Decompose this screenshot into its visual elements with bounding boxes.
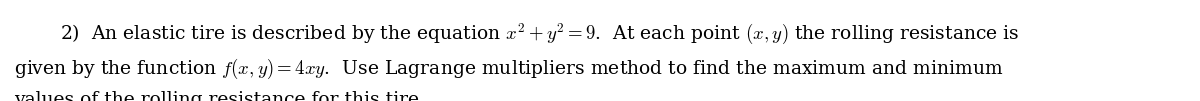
Text: 2)  An elastic tire is described by the equation $x^2 + y^2 = 9$.  At each point: 2) An elastic tire is described by the e… — [60, 22, 1020, 47]
Text: values of the rolling resistance for this tire.: values of the rolling resistance for thi… — [14, 91, 425, 101]
Text: given by the function $f(x, y) = 4xy$.  Use Lagrange multipliers method to find : given by the function $f(x, y) = 4xy$. U… — [14, 57, 1004, 81]
